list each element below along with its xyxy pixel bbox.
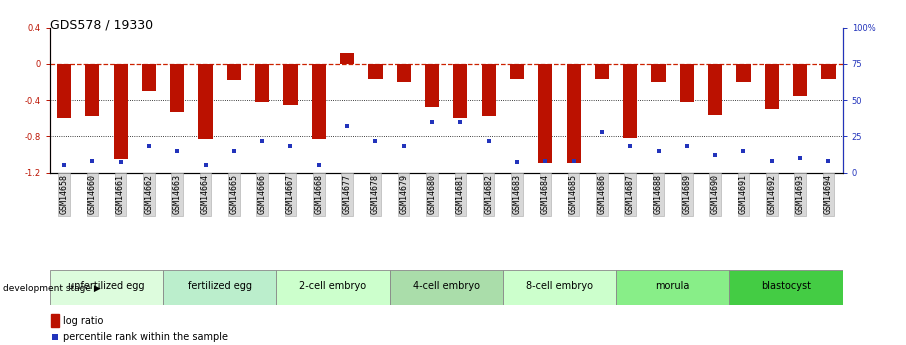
Text: 2-cell embryo: 2-cell embryo <box>299 282 367 292</box>
Text: GSM14663: GSM14663 <box>173 175 182 215</box>
Text: 8-cell embryo: 8-cell embryo <box>526 282 593 292</box>
Text: log ratio: log ratio <box>63 316 103 325</box>
Bar <box>85 64 100 116</box>
Text: GSM14692: GSM14692 <box>767 175 776 215</box>
Bar <box>284 64 297 105</box>
Text: GSM14666: GSM14666 <box>257 175 266 215</box>
Bar <box>113 64 128 159</box>
Text: GSM14664: GSM14664 <box>201 175 210 215</box>
Text: GSM14690: GSM14690 <box>710 175 719 215</box>
Text: GSM14688: GSM14688 <box>654 175 663 215</box>
Bar <box>170 64 184 112</box>
Bar <box>340 53 354 64</box>
Bar <box>312 64 326 139</box>
Text: GSM14665: GSM14665 <box>229 175 238 215</box>
Bar <box>651 64 666 82</box>
Bar <box>57 64 71 118</box>
Bar <box>390 270 503 305</box>
Bar <box>226 64 241 80</box>
Text: GDS578 / 19330: GDS578 / 19330 <box>50 19 153 32</box>
Bar <box>538 64 553 164</box>
Bar <box>793 64 807 96</box>
Text: GSM14667: GSM14667 <box>286 175 295 215</box>
Text: GSM14677: GSM14677 <box>342 175 352 215</box>
Text: GSM14661: GSM14661 <box>116 175 125 215</box>
Bar <box>142 64 156 91</box>
Bar <box>163 270 276 305</box>
Bar <box>737 64 750 82</box>
Bar <box>276 270 390 305</box>
Text: GSM14685: GSM14685 <box>569 175 578 215</box>
Bar <box>198 64 213 139</box>
Text: GSM14680: GSM14680 <box>428 175 437 215</box>
Text: GSM14683: GSM14683 <box>513 175 522 215</box>
Text: morula: morula <box>656 282 689 292</box>
Text: GSM14682: GSM14682 <box>484 175 493 215</box>
Bar <box>595 64 609 79</box>
Text: GSM14658: GSM14658 <box>60 175 69 215</box>
Text: GSM14691: GSM14691 <box>739 175 748 215</box>
Text: GSM14686: GSM14686 <box>597 175 606 215</box>
Text: GSM14679: GSM14679 <box>400 175 409 215</box>
Bar <box>453 64 467 118</box>
Text: GSM14689: GSM14689 <box>682 175 691 215</box>
Bar <box>397 64 410 82</box>
Text: GSM14668: GSM14668 <box>314 175 323 215</box>
Text: 4-cell embryo: 4-cell embryo <box>413 282 479 292</box>
Bar <box>482 64 496 116</box>
Text: fertilized egg: fertilized egg <box>188 282 252 292</box>
Text: GSM14687: GSM14687 <box>626 175 635 215</box>
Bar <box>822 64 835 79</box>
Bar <box>52 314 60 327</box>
Bar <box>503 270 616 305</box>
Bar <box>729 270 843 305</box>
Text: blastocyst: blastocyst <box>761 282 811 292</box>
Bar <box>369 64 382 79</box>
Text: unfertilized egg: unfertilized egg <box>68 282 145 292</box>
Bar <box>566 64 581 164</box>
Text: GSM14662: GSM14662 <box>144 175 153 215</box>
Text: percentile rank within the sample: percentile rank within the sample <box>63 333 228 342</box>
Bar <box>616 270 729 305</box>
Text: development stage ▶: development stage ▶ <box>3 284 101 293</box>
Bar <box>765 64 779 109</box>
Text: GSM14684: GSM14684 <box>541 175 550 215</box>
Text: GSM14678: GSM14678 <box>371 175 380 215</box>
Bar <box>708 64 722 116</box>
Text: GSM14694: GSM14694 <box>824 175 833 215</box>
Text: GSM14660: GSM14660 <box>88 175 97 215</box>
Bar <box>510 64 524 79</box>
Bar <box>50 270 163 305</box>
Bar <box>680 64 694 102</box>
Text: GSM14681: GSM14681 <box>456 175 465 215</box>
Text: GSM14693: GSM14693 <box>795 175 805 215</box>
Bar <box>255 64 269 102</box>
Bar <box>425 64 439 107</box>
Bar <box>623 64 637 138</box>
